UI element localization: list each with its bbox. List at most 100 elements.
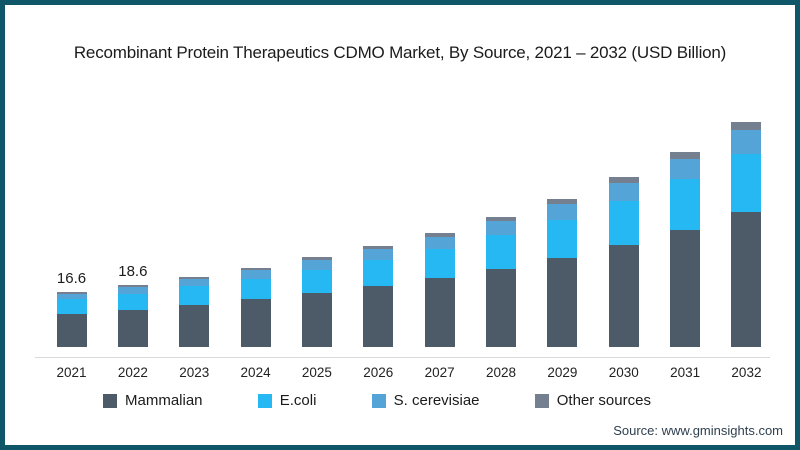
- bar-segment-s-cerevisiae: [301, 260, 332, 270]
- bar-segment-e-coli: [301, 269, 332, 294]
- bar-segment-other-sources: [117, 284, 148, 287]
- bar-segment-other-sources: [301, 257, 332, 261]
- bar-segment-mammalian: [240, 299, 271, 347]
- x-axis-label-2024: 2024: [240, 365, 271, 380]
- x-axis-line: [35, 357, 770, 358]
- bar-segment-e-coli: [56, 299, 87, 314]
- legend-label: Mammalian: [125, 392, 203, 409]
- bar-segment-other-sources: [547, 198, 578, 205]
- bar-segment-mammalian: [486, 268, 517, 347]
- bar-slot: 18.6: [102, 263, 163, 347]
- bar-slot: [286, 257, 347, 347]
- bar-segment-mammalian: [117, 309, 148, 347]
- stacked-bar-2022: [117, 284, 148, 347]
- stacked-bar-2027: [424, 232, 455, 347]
- bar-segment-s-cerevisiae: [731, 130, 762, 154]
- bar-segment-s-cerevisiae: [240, 270, 271, 279]
- bar-slot: [409, 232, 470, 347]
- bar-segment-s-cerevisiae: [670, 158, 701, 180]
- bar-segment-s-cerevisiae: [117, 286, 148, 294]
- legend-swatch-icon: [103, 393, 117, 408]
- x-axis-label-2032: 2032: [731, 365, 762, 380]
- stacked-bar-2029: [547, 198, 578, 347]
- bar-segment-e-coli: [486, 235, 517, 269]
- bar-segment-e-coli: [731, 153, 762, 213]
- bar-segment-other-sources: [424, 232, 455, 237]
- bar-segment-e-coli: [240, 278, 271, 300]
- bar-segment-s-cerevisiae: [179, 278, 210, 287]
- stacked-bar-2023: [179, 276, 210, 347]
- bar-value-label: 18.6: [118, 262, 148, 280]
- bar-segment-mammalian: [179, 304, 210, 347]
- bar-value-label: 16.6: [56, 269, 87, 287]
- bar-segment-other-sources: [731, 122, 762, 131]
- stacked-bar-2024: [240, 267, 271, 347]
- bar-segment-mammalian: [547, 258, 578, 347]
- bars-row: 16.6 18.6: [41, 87, 777, 347]
- legend-item-e-coli: E.coli: [257, 392, 317, 409]
- legend-label: Other sources: [556, 392, 651, 409]
- x-axis-label-2025: 2025: [301, 365, 332, 380]
- bar-slot: [225, 267, 286, 347]
- bar-segment-other-sources: [486, 216, 517, 222]
- x-axis-label-2023: 2023: [179, 365, 210, 380]
- bar-segment-e-coli: [670, 179, 701, 231]
- bar-slot: 16.6: [41, 270, 102, 347]
- legend-item-other-sources: Other sources: [534, 392, 651, 409]
- bar-segment-s-cerevisiae: [363, 249, 394, 260]
- x-axis-label-2021: 2021: [56, 365, 87, 380]
- bar-segment-s-cerevisiae: [424, 236, 455, 249]
- bar-segment-other-sources: [670, 152, 701, 159]
- legend-swatch-icon: [534, 393, 549, 408]
- legend-item-s-cerevisiae: S. cerevisiae: [371, 392, 480, 409]
- bar-segment-e-coli: [363, 259, 394, 287]
- legend-label: E.coli: [279, 392, 317, 409]
- legend-swatch-icon: [257, 393, 272, 408]
- bar-segment-mammalian: [731, 212, 762, 347]
- bar-segment-other-sources: [56, 291, 87, 294]
- bar-segment-other-sources: [608, 177, 639, 184]
- x-axis-label-2026: 2026: [363, 365, 394, 380]
- bar-segment-mammalian: [608, 245, 639, 347]
- bar-segment-other-sources: [240, 267, 271, 271]
- source-text: Source: www.gminsights.com: [613, 423, 783, 438]
- stacked-bar-2028: [486, 216, 517, 347]
- stacked-bar-2031: [670, 152, 701, 347]
- bar-slot: [471, 216, 532, 347]
- x-axis-label-2030: 2030: [608, 365, 639, 380]
- legend-label: S. cerevisiae: [393, 392, 480, 409]
- bar-segment-e-coli: [117, 293, 148, 310]
- bar-segment-s-cerevisiae: [56, 293, 87, 300]
- bar-segment-e-coli: [608, 201, 639, 246]
- legend-swatch-icon: [371, 393, 386, 408]
- x-axis-label-2028: 2028: [485, 365, 517, 380]
- bar-segment-other-sources: [179, 276, 210, 279]
- bar-slot: [532, 198, 593, 347]
- bar-segment-mammalian: [424, 278, 455, 347]
- stacked-bar-2021: [56, 291, 87, 347]
- stacked-bar-2025: [301, 257, 332, 347]
- bar-segment-s-cerevisiae: [547, 204, 578, 220]
- bar-segment-e-coli: [179, 286, 210, 305]
- bar-segment-mammalian: [670, 230, 701, 347]
- bar-slot: [348, 245, 409, 347]
- bar-segment-e-coli: [424, 248, 455, 279]
- x-axis-label-2029: 2029: [547, 365, 578, 380]
- bar-segment-s-cerevisiae: [608, 183, 639, 202]
- legend-item-mammalian: Mammalian: [103, 392, 203, 409]
- bar-slot: [716, 122, 777, 347]
- stacked-bar-2026: [363, 245, 394, 347]
- bar-slot: [164, 276, 225, 347]
- x-axis-label-2031: 2031: [670, 365, 701, 380]
- bar-segment-e-coli: [547, 219, 578, 259]
- bar-segment-mammalian: [56, 313, 87, 347]
- bar-segment-s-cerevisiae: [486, 221, 517, 236]
- bar-slot: [593, 177, 654, 347]
- stacked-bar-2030: [608, 177, 639, 347]
- x-axis-labels: 2021 2022 2023 2024 2025 2026 2027 2028 2029 2030…: [41, 365, 777, 380]
- bar-segment-mammalian: [301, 293, 332, 347]
- x-axis-label-2022: 2022: [117, 365, 148, 380]
- legend: Mammalian E.coli S. cerevisiae Other source…: [103, 392, 651, 409]
- bar-slot: [655, 152, 716, 347]
